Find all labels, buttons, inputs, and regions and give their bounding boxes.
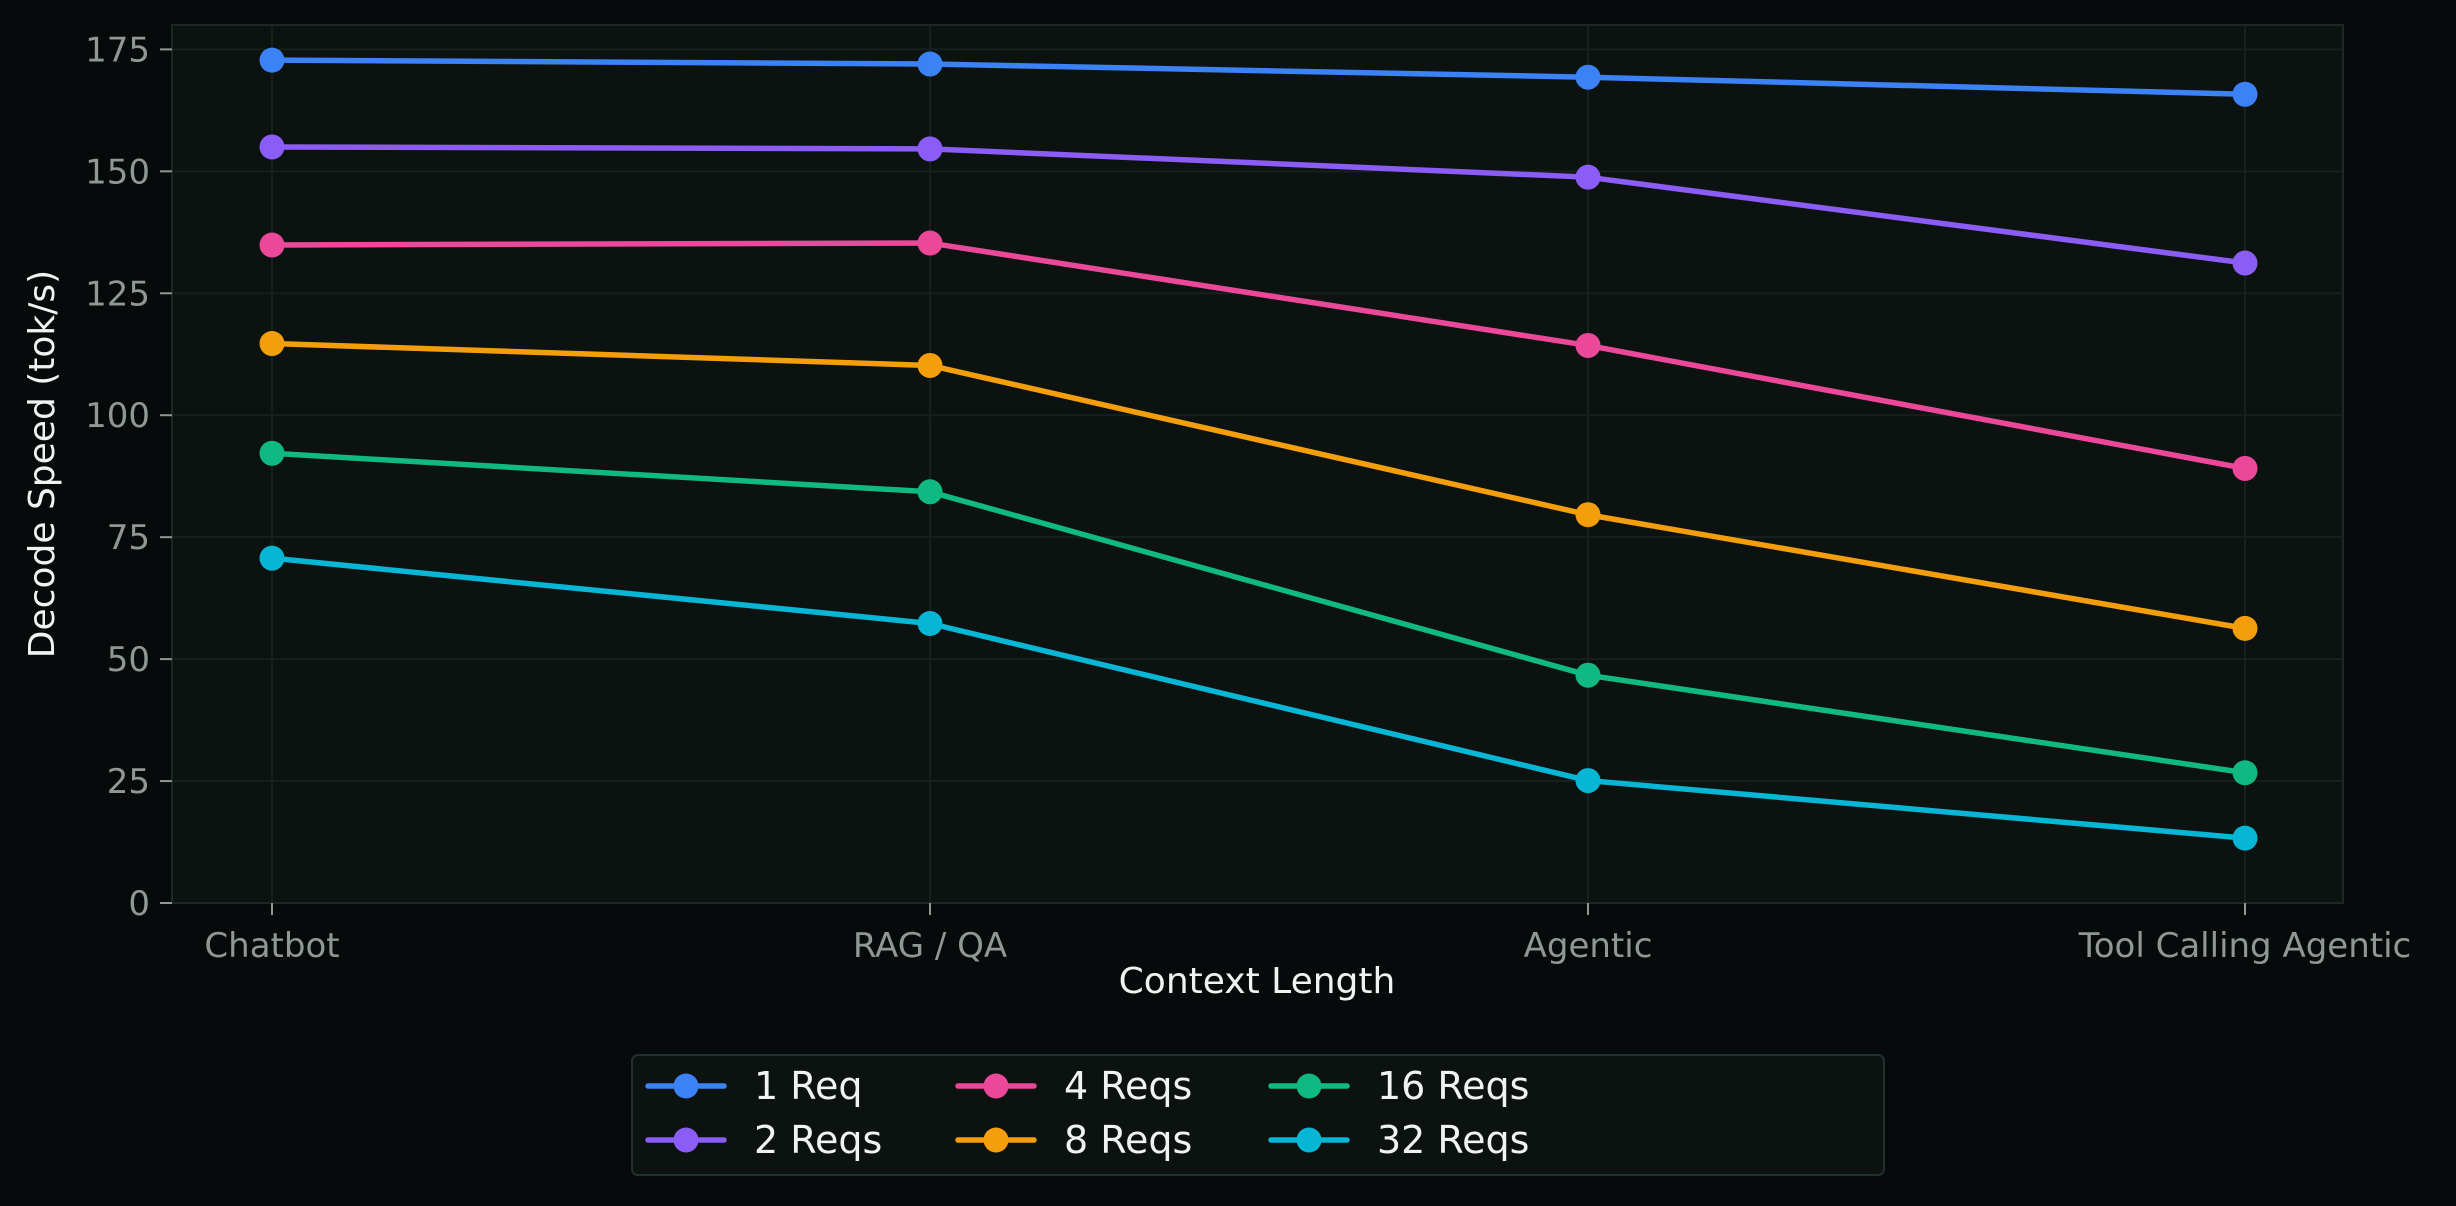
data-point xyxy=(917,136,943,162)
y-tick-label: 175 xyxy=(85,30,150,70)
data-point xyxy=(2232,81,2258,107)
data-point xyxy=(259,545,285,571)
legend-marker xyxy=(673,1073,699,1099)
legend: 1 Req 2 Reqs 4 Reqs 8 Reqs 16 Reqs 32 Reqs xyxy=(631,1054,1885,1176)
legend-item: 1 Req xyxy=(645,1064,862,1108)
x-tick-label: RAG / QA xyxy=(853,926,1007,966)
data-point xyxy=(917,51,943,77)
x-tick-label: Agentic xyxy=(1524,926,1653,966)
y-tick-label: 150 xyxy=(85,152,150,192)
data-point xyxy=(2232,615,2258,641)
data-point xyxy=(917,230,943,256)
data-point xyxy=(2232,250,2258,276)
data-point xyxy=(259,232,285,258)
data-point xyxy=(1575,768,1601,794)
series-32-reqs xyxy=(259,545,2258,851)
series-1-req xyxy=(259,47,2258,107)
series-line xyxy=(269,340,2248,632)
x-axis-title: Context Length xyxy=(1119,961,1396,1002)
legend-label: 32 Reqs xyxy=(1377,1118,1529,1162)
legend-item: 8 Reqs xyxy=(955,1118,1192,1162)
x-tick-label: Chatbot xyxy=(204,926,339,966)
legend-marker xyxy=(1296,1073,1322,1099)
data-point xyxy=(917,611,943,637)
data-point xyxy=(1575,164,1601,190)
series-8-reqs xyxy=(259,331,2258,641)
data-point xyxy=(917,479,943,505)
legend-item: 16 Reqs xyxy=(1268,1064,1529,1108)
data-point xyxy=(1575,332,1601,358)
legend-marker xyxy=(673,1127,699,1153)
y-tick-label: 100 xyxy=(85,396,150,436)
data-point xyxy=(917,352,943,378)
legend-label: 16 Reqs xyxy=(1377,1064,1529,1108)
series-line xyxy=(269,57,2248,98)
legend-item: 32 Reqs xyxy=(1268,1118,1529,1162)
legend-label: 2 Reqs xyxy=(754,1118,882,1162)
data-point xyxy=(259,47,285,73)
series-16-reqs xyxy=(259,440,2258,786)
legend-item: 2 Reqs xyxy=(645,1118,882,1162)
legend-box xyxy=(631,1054,1885,1176)
data-point xyxy=(1575,64,1601,90)
series-2-reqs xyxy=(259,134,2258,276)
axes: 0 25 50 75 100 125 150 175 Chatbot RAG / QA Agenti… xyxy=(85,30,2411,966)
y-tick-label: 125 xyxy=(85,274,150,314)
series-4-reqs xyxy=(259,230,2258,481)
legend-marker xyxy=(983,1073,1009,1099)
series-line xyxy=(269,144,2248,266)
legend-marker xyxy=(1296,1127,1322,1153)
y-tick-label: 0 xyxy=(128,884,150,924)
y-axis-title: Decode Speed (tok/s) xyxy=(22,270,63,658)
legend-label: 4 Reqs xyxy=(1064,1064,1192,1108)
plot-frame xyxy=(171,24,2344,904)
x-tick-label: Tool Calling Agentic xyxy=(2078,926,2411,966)
data-point xyxy=(1575,502,1601,528)
legend-marker xyxy=(983,1127,1009,1153)
legend-item: 4 Reqs xyxy=(955,1064,1192,1108)
series-line xyxy=(269,555,2248,841)
series-lines xyxy=(259,47,2258,851)
data-point xyxy=(2232,455,2258,481)
data-point xyxy=(1575,662,1601,688)
legend-label: 1 Req xyxy=(754,1064,862,1108)
data-point xyxy=(259,134,285,160)
data-point xyxy=(2232,760,2258,786)
legend-label: 8 Reqs xyxy=(1064,1118,1192,1162)
y-tick-label: 25 xyxy=(107,762,150,802)
y-tick-label: 75 xyxy=(107,518,150,558)
series-line xyxy=(269,240,2248,472)
y-tick-label: 50 xyxy=(107,640,150,680)
data-point xyxy=(259,440,285,466)
data-point xyxy=(2232,825,2258,851)
series-line xyxy=(269,450,2248,776)
data-point xyxy=(259,331,285,357)
